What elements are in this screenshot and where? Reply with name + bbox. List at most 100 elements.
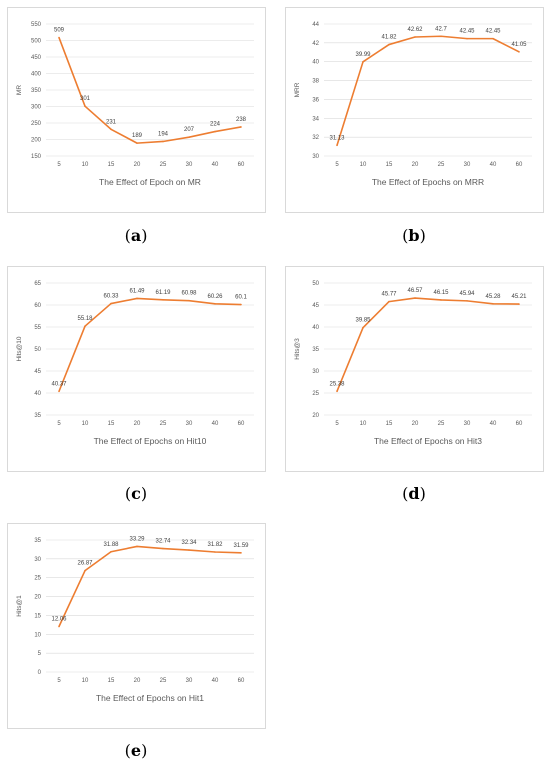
x-tick-label: 15: [108, 678, 115, 684]
x-tick-label: 15: [108, 421, 115, 427]
data-point: [518, 303, 520, 305]
x-tick-label: 5: [335, 162, 339, 168]
x-tick-label: 30: [464, 162, 471, 168]
y-tick-label: 50: [312, 281, 319, 287]
data-point: [110, 128, 112, 131]
y-tick-label: 65: [34, 281, 41, 287]
data-label: 31.82: [207, 542, 223, 548]
data-label: 194: [158, 131, 169, 137]
y-axis-label: Hits@10: [16, 336, 23, 361]
data-label: 41.05: [511, 42, 527, 48]
y-tick-label: 350: [31, 88, 42, 94]
y-tick-label: 25: [312, 391, 319, 397]
x-axis-title: The Effect of Epochs on Hit10: [94, 436, 207, 446]
data-point: [414, 297, 416, 299]
y-tick-label: 44: [312, 22, 319, 28]
data-label: 60.1: [235, 295, 247, 301]
data-point: [136, 545, 138, 548]
data-label: 238: [236, 117, 247, 123]
data-point: [110, 550, 112, 553]
data-point: [388, 43, 390, 46]
y-tick-label: 40: [312, 325, 319, 331]
x-tick-label: 25: [160, 162, 167, 168]
y-tick-label: 34: [312, 116, 319, 122]
y-tick-label: 500: [31, 39, 42, 45]
x-axis-title: The Effect of Epoch on MR: [99, 177, 201, 187]
chart-panel-hit10: 35 40 45 50 55 60 65 5 10 15 20 25 30 40 60 Hits@10 The …: [7, 266, 266, 472]
chart-mrr-svg: 30 32 34 36 38 40 42 44 5 10 15 20 25 30 40 60 MRR The Ef…: [294, 22, 532, 187]
data-point: [188, 136, 190, 138]
y-tick-label: 35: [34, 538, 41, 544]
data-point: [58, 36, 60, 39]
data-label: 60.33: [103, 294, 119, 300]
caption-d: (d): [402, 484, 426, 503]
chart-hit10-svg: 35 40 45 50 55 60 65 5 10 15 20 25 30 40 60 Hits@10 The …: [16, 281, 254, 446]
y-tick-label: 20: [34, 595, 41, 601]
x-tick-label: 60: [238, 162, 245, 168]
data-label: 31.13: [329, 135, 345, 141]
data-label: 46.15: [433, 290, 449, 296]
y-tick-label: 60: [34, 303, 41, 309]
data-point: [440, 35, 442, 38]
chart-panel-hit1: 0 5 10 15 20 25 30 35 5 10 15 20 25 30 40 60 Hits@1 The E…: [7, 523, 266, 729]
data-point: [336, 144, 338, 147]
series-line: [336, 35, 520, 146]
x-tick-label: 40: [212, 162, 219, 168]
series-line: [336, 297, 520, 392]
x-tick-label: 5: [57, 421, 61, 427]
x-tick-label: 5: [57, 162, 61, 168]
data-label: 25.38: [329, 381, 345, 387]
data-point: [162, 140, 164, 143]
data-point: [466, 37, 468, 40]
series-line: [58, 37, 242, 144]
data-point: [214, 303, 216, 305]
y-tick-label: 55: [34, 325, 41, 331]
x-tick-label: 25: [160, 678, 167, 684]
y-tick-label: 550: [31, 22, 42, 28]
data-label: 45.77: [381, 292, 397, 298]
series-line: [58, 297, 242, 392]
y-tick-label: 50: [34, 347, 41, 353]
data-label: 33.29: [129, 536, 145, 542]
chart-hit1-svg: 0 5 10 15 20 25 30 35 5 10 15 20 25 30 40 60 Hits@1 The E…: [16, 536, 254, 703]
x-tick-label: 20: [412, 162, 419, 168]
data-point: [188, 299, 190, 302]
y-tick-label: 5: [38, 651, 42, 657]
y-tick-label: 35: [312, 347, 319, 353]
x-tick-label: 30: [186, 421, 193, 427]
data-label: 42.62: [407, 27, 423, 33]
data-label: 40.37: [51, 381, 67, 387]
y-tick-label: 450: [31, 55, 42, 61]
data-point: [84, 569, 86, 572]
y-tick-label: 32: [312, 135, 319, 141]
data-point: [84, 325, 86, 328]
x-tick-label: 60: [516, 421, 523, 427]
x-tick-label: 20: [412, 421, 419, 427]
x-tick-label: 40: [212, 421, 219, 427]
chart-panel-hit3: 20 25 30 35 40 45 50 5 10 15 20 25 30 40 60 Hits@3 The E…: [285, 266, 544, 472]
data-label: 41.82: [381, 35, 397, 41]
x-tick-label: 20: [134, 162, 141, 168]
x-tick-label: 40: [490, 162, 497, 168]
data-point: [362, 61, 364, 63]
data-label: 42.45: [459, 29, 475, 35]
data-label: 39.99: [355, 52, 371, 58]
chart-hit3-svg: 20 25 30 35 40 45 50 5 10 15 20 25 30 40 60 Hits@3 The E…: [294, 281, 532, 446]
y-tick-label: 45: [34, 369, 41, 375]
x-tick-label: 10: [82, 421, 89, 427]
y-tick-label: 30: [312, 369, 319, 375]
x-tick-label: 60: [238, 678, 245, 684]
x-tick-label: 30: [464, 421, 471, 427]
x-tick-label: 30: [186, 678, 193, 684]
series-line: [58, 545, 242, 627]
data-point: [362, 326, 364, 329]
data-label: 61.19: [155, 290, 171, 296]
x-tick-label: 5: [57, 678, 61, 684]
x-tick-label: 25: [438, 162, 445, 168]
data-point: [136, 142, 138, 144]
x-tick-label: 25: [160, 421, 167, 427]
data-label: 301: [80, 96, 91, 102]
x-tick-label: 20: [134, 421, 141, 427]
data-point: [162, 547, 164, 550]
x-tick-label: 10: [82, 678, 89, 684]
